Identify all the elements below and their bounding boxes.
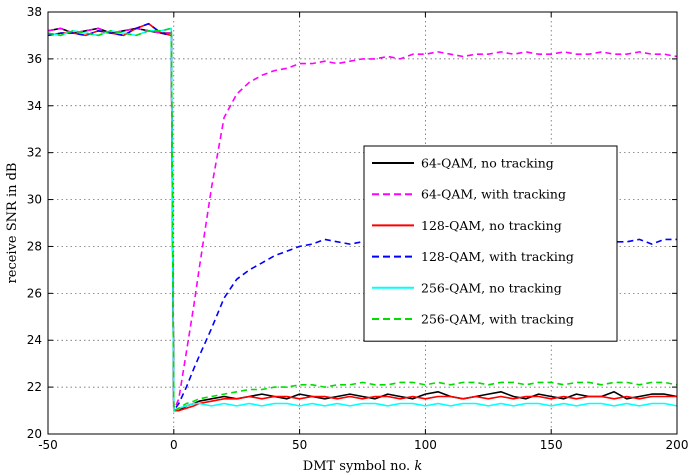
series-lines xyxy=(47,22,678,412)
y-tick-label: 26 xyxy=(27,286,42,300)
y-tick-label: 36 xyxy=(27,52,42,66)
series-line-6 xyxy=(47,27,678,412)
legend: 64-QAM, no tracking 64-QAM, with tracking… xyxy=(363,145,618,342)
legend-label: 64-QAM, with tracking xyxy=(421,187,566,202)
grid xyxy=(48,12,677,434)
y-tick-label: 24 xyxy=(27,333,42,347)
y-tick-label: 30 xyxy=(27,193,42,207)
x-axis-label: DMT symbol no. k xyxy=(303,459,423,473)
legend-label: 64-QAM, no tracking xyxy=(421,156,554,171)
y-tick-label: 20 xyxy=(27,427,42,441)
x-tick-label: 50 xyxy=(292,438,307,452)
legend-box xyxy=(363,145,618,342)
x-tick-label: 150 xyxy=(540,438,563,452)
y-tick-label: 34 xyxy=(27,99,42,113)
plot-frame xyxy=(47,11,678,435)
y-tick-label: 38 xyxy=(27,5,42,19)
x-axis-label-variable: k xyxy=(414,459,422,473)
y-tick-label: 22 xyxy=(27,380,42,394)
x-tick-label: -50 xyxy=(38,438,58,452)
y-tick-label: 28 xyxy=(27,239,42,253)
legend-label: 256-QAM, no tracking xyxy=(421,280,562,295)
legend-label: 256-QAM, with tracking xyxy=(421,312,574,327)
x-tick-label: 100 xyxy=(414,438,437,452)
axis-ticks: -50 0 50 100 150 200 20 22 24 26 28 30 32 34 36 38 xyxy=(27,5,688,452)
series-line-2 xyxy=(47,27,678,412)
x-tick-label: 0 xyxy=(170,438,178,452)
x-tick-label: 200 xyxy=(666,438,688,452)
x-axis-label-text: DMT symbol no. xyxy=(303,459,410,473)
legend-label: 128-QAM, no tracking xyxy=(421,218,562,233)
y-axis-label: receive SNR in dB xyxy=(5,163,20,284)
legend-label: 128-QAM, with tracking xyxy=(421,249,574,264)
y-tick-label: 32 xyxy=(27,146,42,160)
